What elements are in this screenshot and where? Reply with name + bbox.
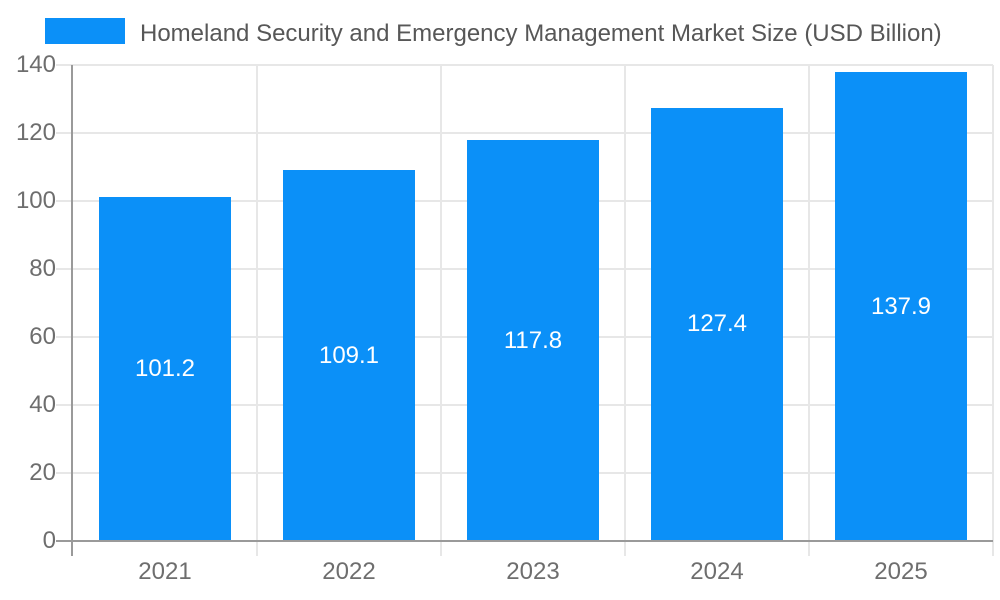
x-axis-tick (624, 541, 626, 556)
y-axis-tick (56, 200, 73, 202)
x-axis-line (56, 540, 993, 542)
y-axis-tick (56, 132, 73, 134)
gridline-vertical (624, 65, 626, 541)
x-axis-tick (992, 541, 994, 556)
y-tick-label: 100 (15, 187, 56, 214)
chart-title: Homeland Security and Emergency Manageme… (140, 20, 942, 47)
y-axis-tick (56, 64, 73, 66)
y-tick-label: 40 (29, 391, 56, 418)
bar (283, 170, 415, 541)
x-axis-tick (808, 541, 810, 556)
legend-marker (45, 18, 125, 44)
gridline-horizontal (73, 64, 993, 66)
bar (99, 196, 231, 541)
bar (467, 140, 599, 541)
y-tick-label: 120 (15, 119, 56, 146)
bar (835, 72, 967, 541)
x-tick-label: 2022 (322, 558, 376, 585)
x-axis-tick (440, 541, 442, 556)
y-tick-label: 140 (15, 51, 56, 78)
gridline-horizontal (73, 132, 993, 134)
x-axis-tick (256, 541, 258, 556)
gridline-vertical (808, 65, 810, 541)
y-axis-tick (56, 268, 73, 270)
bar-value-label: 137.9 (870, 292, 932, 320)
x-tick-label: 2021 (138, 558, 192, 585)
y-axis-tick (56, 472, 73, 474)
bar (651, 107, 783, 541)
y-axis-line (71, 65, 73, 556)
bar-value-label: 127.4 (686, 310, 748, 338)
gridline-vertical (992, 65, 994, 541)
y-axis-tick (56, 336, 73, 338)
gridline-vertical (256, 65, 258, 541)
y-tick-label: 60 (29, 323, 56, 350)
x-tick-label: 2024 (690, 558, 744, 585)
x-tick-label: 2023 (506, 558, 560, 585)
bar-value-label: 117.8 (503, 326, 563, 354)
y-tick-label: 80 (29, 255, 56, 282)
x-tick-label: 2025 (874, 558, 928, 585)
gridline-vertical (440, 65, 442, 541)
y-tick-label: 20 (29, 459, 56, 486)
y-axis-tick (56, 404, 73, 406)
y-tick-label: 0 (42, 527, 56, 554)
bar-value-label: 101.2 (134, 354, 196, 382)
bar-value-label: 109.1 (318, 341, 380, 369)
